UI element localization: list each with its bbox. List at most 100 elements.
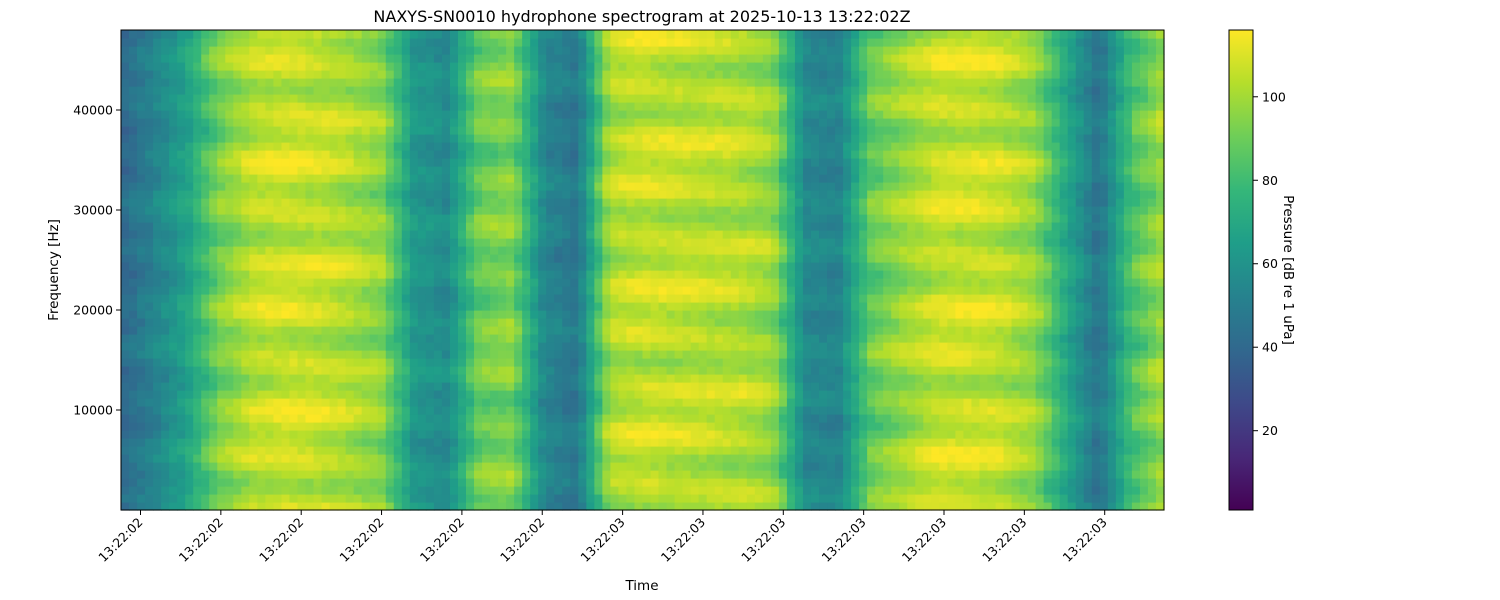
- heatmap-cell: [786, 390, 796, 399]
- heatmap-cell: [554, 38, 563, 47]
- heatmap-cell: [377, 422, 387, 431]
- heatmap-cell: [425, 446, 435, 455]
- heatmap-cell: [650, 454, 660, 463]
- heatmap-cell: [441, 118, 451, 127]
- heatmap-cell: [554, 390, 563, 399]
- heatmap-cell: [401, 190, 411, 199]
- heatmap-cell: [578, 78, 587, 87]
- heatmap-cell: [241, 390, 250, 399]
- heatmap-cell: [762, 150, 772, 159]
- heatmap-cell: [337, 494, 347, 503]
- heatmap-cell: [674, 470, 684, 479]
- heatmap-cell: [465, 102, 475, 111]
- heatmap-cell: [161, 102, 170, 111]
- heatmap-cell: [393, 478, 403, 487]
- heatmap-cell: [425, 342, 435, 351]
- heatmap-cell: [241, 214, 250, 223]
- heatmap-cell: [161, 238, 170, 247]
- heatmap-cell: [570, 182, 579, 191]
- heatmap-cell: [457, 302, 467, 311]
- heatmap-cell: [538, 62, 547, 71]
- heatmap-cell: [698, 334, 708, 343]
- heatmap-cell: [690, 406, 700, 415]
- heatmap-cell: [578, 206, 587, 215]
- heatmap-cell: [201, 198, 210, 207]
- heatmap-cell: [297, 502, 307, 511]
- heatmap-cell: [650, 478, 660, 487]
- heatmap-cell: [457, 502, 467, 511]
- heatmap-cell: [650, 286, 660, 295]
- heatmap-cell: [666, 270, 676, 279]
- heatmap-cell: [209, 118, 218, 127]
- heatmap-cell: [498, 286, 507, 295]
- heatmap-cell: [265, 254, 275, 263]
- heatmap-cell: [546, 30, 555, 39]
- heatmap-cell: [233, 238, 242, 247]
- heatmap-cell: [762, 326, 772, 335]
- heatmap-cell: [241, 174, 250, 183]
- heatmap-cell: [337, 142, 347, 151]
- heatmap-cell: [161, 126, 170, 135]
- heatmap-cell: [209, 462, 218, 471]
- heatmap-cell: [137, 198, 146, 207]
- heatmap-cell: [393, 86, 403, 95]
- heatmap-cell: [401, 134, 411, 143]
- heatmap-cell: [570, 310, 579, 319]
- heatmap-cell: [177, 70, 186, 79]
- heatmap-cell: [273, 478, 283, 487]
- heatmap-cell: [514, 190, 523, 199]
- heatmap-cell: [345, 126, 355, 135]
- heatmap-cell: [634, 94, 644, 103]
- heatmap-cell: [498, 334, 507, 343]
- heatmap-cell: [690, 134, 700, 143]
- heatmap-cell: [642, 30, 652, 39]
- heatmap-cell: [225, 134, 234, 143]
- heatmap-cell: [546, 494, 555, 503]
- heatmap-cell: [546, 358, 555, 367]
- heatmap-cell: [586, 302, 595, 311]
- heatmap-cell: [273, 286, 283, 295]
- heatmap-cell: [129, 62, 138, 71]
- heatmap-cell: [313, 486, 323, 495]
- heatmap-cell: [658, 502, 668, 511]
- heatmap-cell: [305, 86, 315, 95]
- heatmap-cell: [249, 190, 258, 199]
- heatmap-cell: [465, 262, 475, 271]
- heatmap-cell: [770, 174, 780, 183]
- heatmap-cell: [161, 150, 170, 159]
- heatmap-cell: [409, 446, 419, 455]
- heatmap-cell: [169, 470, 178, 479]
- heatmap-cell: [401, 158, 411, 167]
- heatmap-cell: [514, 294, 523, 303]
- heatmap-cell: [465, 462, 475, 471]
- heatmap-cell: [289, 334, 299, 343]
- heatmap-cell: [257, 374, 267, 383]
- heatmap-cell: [265, 366, 275, 375]
- heatmap-cell: [401, 310, 411, 319]
- heatmap-cell: [746, 334, 756, 343]
- heatmap-cell: [353, 470, 363, 479]
- heatmap-cell: [658, 390, 668, 399]
- heatmap-cell: [377, 438, 387, 447]
- heatmap-cell: [265, 470, 275, 479]
- heatmap-cell: [129, 70, 138, 79]
- heatmap-cell: [305, 350, 315, 359]
- heatmap-cell: [401, 374, 411, 383]
- heatmap-cell: [249, 262, 258, 271]
- heatmap-cell: [706, 118, 716, 127]
- heatmap-cell: [241, 446, 250, 455]
- heatmap-cell: [674, 398, 684, 407]
- heatmap-cell: [201, 398, 210, 407]
- heatmap-cell: [474, 38, 483, 47]
- heatmap-cell: [770, 230, 780, 239]
- heatmap-cell: [706, 182, 716, 191]
- heatmap-cell: [425, 318, 435, 327]
- heatmap-cell: [257, 302, 267, 311]
- heatmap-cell: [417, 446, 427, 455]
- heatmap-cell: [722, 406, 732, 415]
- heatmap-cell: [337, 118, 347, 127]
- heatmap-cell: [249, 110, 258, 119]
- heatmap-cell: [634, 230, 644, 239]
- heatmap-cell: [490, 438, 499, 447]
- heatmap-cell: [474, 454, 483, 463]
